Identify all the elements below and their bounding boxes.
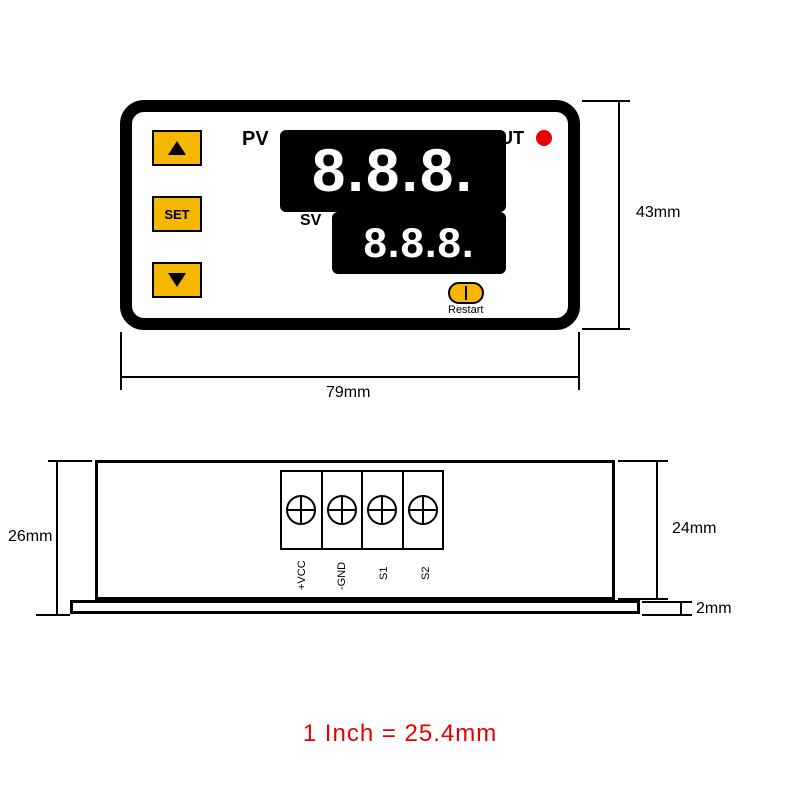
sv-display: 8.8.8. bbox=[332, 212, 506, 274]
restart-button[interactable] bbox=[448, 282, 484, 304]
dim-tick bbox=[614, 328, 624, 330]
terminal-gnd[interactable] bbox=[323, 472, 364, 548]
out-label: OUT bbox=[486, 128, 524, 149]
dim-tick bbox=[120, 372, 122, 382]
dim-tick bbox=[614, 100, 624, 102]
out-led-icon bbox=[536, 130, 552, 146]
set-button[interactable]: SET bbox=[152, 196, 202, 232]
screw-icon bbox=[327, 495, 357, 525]
terminal-label-s2: S2 bbox=[420, 567, 432, 580]
dim-tick bbox=[578, 372, 580, 382]
terminal-label-gnd: -GND bbox=[336, 562, 348, 590]
terminal-block bbox=[280, 470, 444, 550]
dim-tick bbox=[36, 614, 70, 616]
dim-flange: 2mm bbox=[696, 600, 732, 618]
arrow-up-icon bbox=[168, 141, 186, 155]
up-button[interactable] bbox=[152, 130, 202, 166]
dim-line bbox=[618, 100, 620, 330]
screw-icon bbox=[408, 495, 438, 525]
dim-line bbox=[680, 601, 682, 616]
dim-side-total: 26mm bbox=[8, 528, 52, 546]
side-flange bbox=[70, 600, 640, 614]
dim-side-body: 24mm bbox=[672, 520, 716, 538]
dim-tick bbox=[642, 601, 692, 603]
terminal-s2[interactable] bbox=[404, 472, 443, 548]
terminal-label-s1: S1 bbox=[378, 567, 390, 580]
restart-label: Restart bbox=[448, 304, 483, 316]
dim-tick bbox=[642, 614, 692, 616]
down-button[interactable] bbox=[152, 262, 202, 298]
pv-label: PV bbox=[242, 128, 269, 151]
dim-tick bbox=[48, 460, 92, 462]
conversion-note: 1 Inch = 25.4mm bbox=[303, 720, 497, 748]
dim-tick bbox=[618, 598, 668, 600]
sv-label: SV bbox=[300, 212, 321, 230]
pv-display: 8.8.8. bbox=[280, 130, 506, 212]
screw-icon bbox=[286, 495, 316, 525]
front-panel: SET PV 8.8.8. SV 8.8.8. OUT Restart bbox=[120, 100, 580, 330]
screw-icon bbox=[367, 495, 397, 525]
dim-front-height: 43mm bbox=[636, 204, 680, 222]
dim-front-width: 79mm bbox=[326, 384, 370, 402]
dim-line bbox=[56, 460, 58, 616]
terminal-vcc[interactable] bbox=[282, 472, 323, 548]
dim-tick bbox=[618, 460, 668, 462]
terminal-s1[interactable] bbox=[363, 472, 404, 548]
arrow-down-icon bbox=[168, 273, 186, 287]
terminal-label-vcc: +VCC bbox=[296, 560, 308, 590]
dim-line bbox=[656, 460, 658, 600]
dim-line bbox=[120, 376, 580, 378]
